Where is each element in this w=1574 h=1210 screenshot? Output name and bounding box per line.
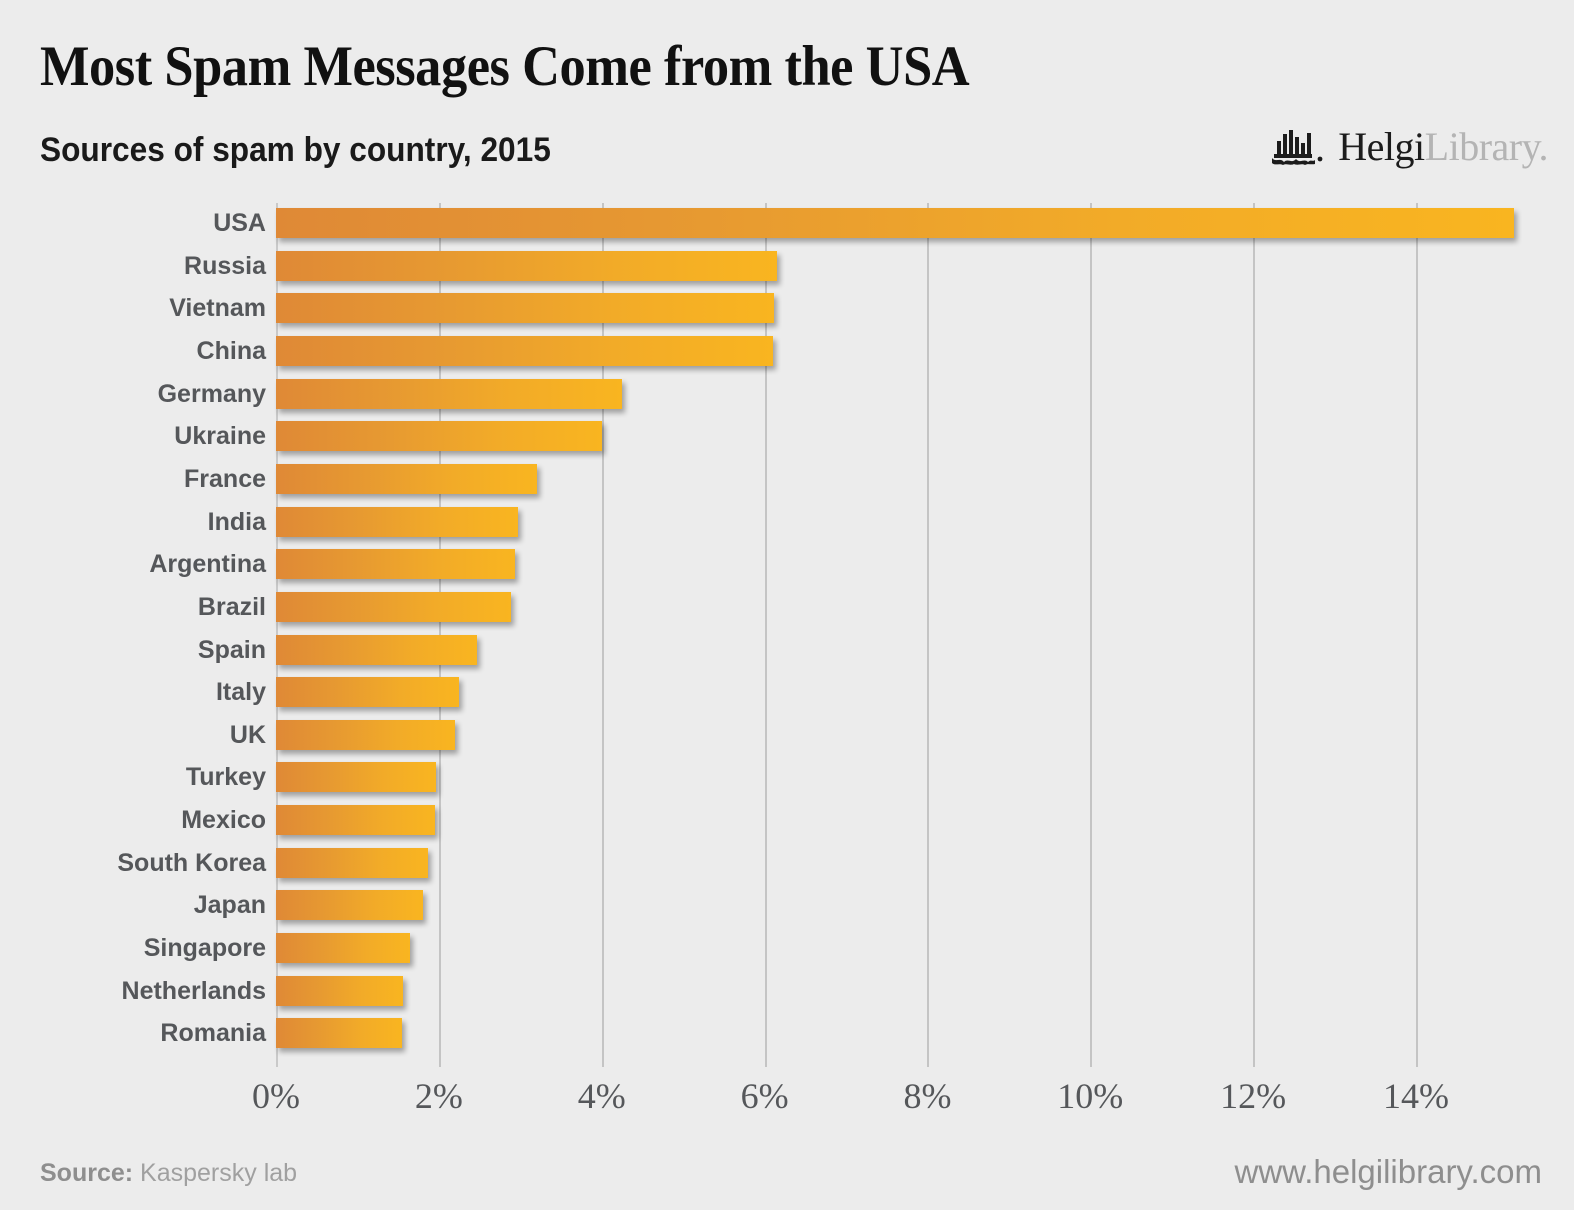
bar-row: Ukraine (0, 421, 1574, 452)
bar[interactable] (276, 677, 460, 708)
bar-chart-building-icon (1272, 130, 1323, 165)
bar[interactable] (276, 208, 1514, 238)
bar-row: Singapore (0, 933, 1574, 964)
bar-row: South Korea (0, 847, 1574, 878)
x-axis-tick-label: 10% (1057, 1076, 1124, 1116)
x-axis-tick-label: 0% (252, 1076, 300, 1116)
category-label: Germany (157, 379, 266, 408)
logo-secondary-text: Library (1424, 124, 1539, 169)
bar-row: France (0, 463, 1574, 494)
bar[interactable] (276, 335, 773, 366)
category-label: Singapore (143, 934, 266, 963)
gridline (1253, 203, 1256, 1067)
bar-row: Argentina (0, 549, 1574, 580)
bar[interactable] (276, 1018, 403, 1049)
category-label: Italy (215, 678, 266, 707)
category-label: Spain (197, 635, 266, 664)
category-label: Mexico (181, 806, 266, 835)
bar[interactable] (276, 762, 437, 793)
bar-row: Romania (0, 1018, 1574, 1049)
bar-series: USA Russia Vietnam China Germany Ukraine Franc… (0, 195, 1574, 1067)
category-label: UK (229, 720, 266, 749)
gridline (927, 203, 930, 1067)
x-axis-tick-label: 12% (1220, 1076, 1287, 1116)
gridline (1090, 203, 1093, 1067)
chart-subtitle: Sources of spam by country, 2015 (40, 131, 551, 169)
x-axis-tick-label: 2% (414, 1076, 463, 1116)
chart-plot-area: USA Russia Vietnam China Germany Ukraine Franc… (0, 195, 1574, 1075)
logo-trailing-dot: . (1538, 124, 1549, 169)
category-label: South Korea (117, 848, 266, 877)
category-label: India (207, 507, 266, 536)
bar[interactable] (276, 634, 478, 665)
bar-row: China (0, 335, 1574, 366)
chart-header: Most Spam Messages Come from the USA Sou… (0, 0, 1574, 195)
gridline (764, 203, 767, 1067)
bar-row: India (0, 506, 1574, 537)
source-note: Source: Kaspersky lab (40, 1156, 297, 1190)
x-axis-tick-label: 6% (740, 1076, 789, 1116)
bar-row: Netherlands (0, 975, 1574, 1006)
website-url[interactable]: www.helgilibrary.com (1234, 1153, 1542, 1190)
bar[interactable] (276, 975, 404, 1006)
logo-wordmark: HelgiLibrary. (1338, 127, 1548, 167)
category-label: France (184, 464, 266, 493)
category-label: Vietnam (169, 294, 266, 323)
bar-row: USA (0, 208, 1574, 238)
category-label: Russia (184, 251, 266, 280)
helgi-library-logo[interactable]: HelgiLibrary. (1270, 122, 1548, 172)
bar[interactable] (276, 293, 775, 324)
category-label: China (196, 336, 266, 365)
category-label: Romania (160, 1019, 266, 1048)
bar-row: Russia (0, 250, 1574, 281)
bar-row: Spain (0, 634, 1574, 665)
bar[interactable] (276, 890, 423, 921)
bar-row: Mexico (0, 805, 1574, 836)
category-label: Turkey (185, 763, 266, 792)
gridline (601, 203, 604, 1067)
bar-row: Turkey (0, 762, 1574, 793)
bar[interactable] (276, 805, 435, 836)
bar[interactable] (276, 933, 411, 964)
bar[interactable] (276, 378, 623, 409)
bar-row: Vietnam (0, 293, 1574, 324)
category-label: Ukraine (174, 422, 266, 451)
gridline (1416, 203, 1419, 1067)
source-value: Kaspersky lab (133, 1159, 298, 1187)
bar[interactable] (276, 250, 777, 281)
category-label: Brazil (197, 592, 266, 621)
chart-footer: Source: Kaspersky lab www.helgilibrary.c… (0, 1144, 1574, 1210)
bar[interactable] (276, 421, 602, 452)
x-axis-tick-label: 4% (577, 1076, 626, 1116)
bar-row: Italy (0, 677, 1574, 708)
category-label: Argentina (149, 550, 266, 579)
bar[interactable] (276, 719, 456, 750)
bar[interactable] (276, 549, 515, 580)
category-label: Netherlands (121, 976, 266, 1005)
logo-primary-text: Helgi (1338, 124, 1425, 169)
category-label: Japan (193, 891, 266, 920)
bar-row: Brazil (0, 591, 1574, 622)
bar-row: Japan (0, 890, 1574, 921)
bar[interactable] (276, 591, 511, 622)
bar-row: UK (0, 719, 1574, 750)
bar-row: Germany (0, 378, 1574, 409)
bar[interactable] (276, 463, 537, 494)
bar[interactable] (276, 847, 429, 878)
page-title: Most Spam Messages Come from the USA (40, 35, 970, 98)
x-axis-tick-label: 8% (903, 1076, 952, 1116)
bar[interactable] (276, 506, 518, 537)
source-label: Source: (40, 1159, 134, 1187)
x-axis: 0% 2% 4% 6% 8% 10% 12% 14% (0, 1072, 1574, 1132)
x-axis-tick-label: 14% (1383, 1076, 1450, 1116)
category-label: USA (213, 209, 266, 237)
